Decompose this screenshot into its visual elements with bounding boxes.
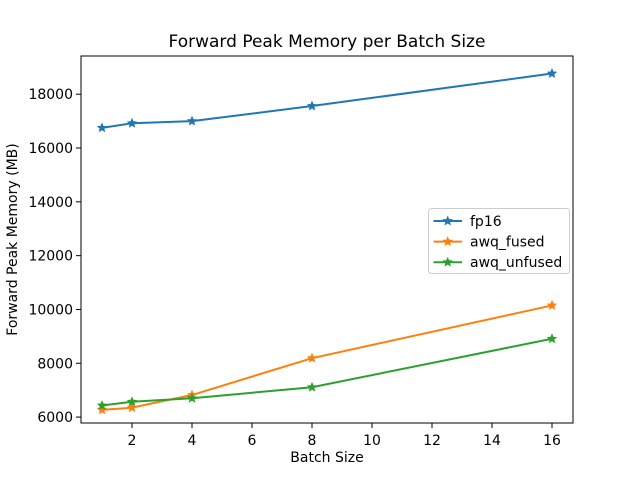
legend-marker xyxy=(442,256,453,267)
legend-marker xyxy=(442,236,453,247)
x-tick-label: 8 xyxy=(308,433,317,449)
x-tick-label: 6 xyxy=(248,433,257,449)
x-tick-label: 16 xyxy=(543,433,561,449)
y-tick-label: 10000 xyxy=(28,302,73,318)
data-point-fp16 xyxy=(306,100,318,111)
y-tick-label: 18000 xyxy=(28,87,73,103)
y-tick-label: 14000 xyxy=(28,195,73,211)
legend-marker xyxy=(442,215,453,226)
x-tick-label: 12 xyxy=(423,433,441,449)
data-point-fp16 xyxy=(126,117,138,128)
chart-title: Forward Peak Memory per Batch Size xyxy=(169,32,486,52)
legend-label-awq_fused: awq_fused xyxy=(470,235,545,251)
series-line-awq_unfused xyxy=(101,337,553,407)
data-point-awq_unfused xyxy=(546,333,558,344)
x-axis-label: Batch Size xyxy=(290,450,363,466)
y-axis-label: Forward Peak Memory (MB) xyxy=(5,143,21,335)
data-point-awq_unfused xyxy=(186,392,198,403)
legend-label-fp16: fp16 xyxy=(470,214,502,230)
data-point-awq_fused xyxy=(126,402,138,413)
x-tick-label: 10 xyxy=(363,433,381,449)
legend-box xyxy=(428,208,570,274)
x-tick-label: 14 xyxy=(483,433,501,449)
y-tick-label: 12000 xyxy=(28,249,73,265)
y-tick-label: 8000 xyxy=(37,356,73,372)
series-line-fp16 xyxy=(101,72,553,129)
data-point-awq_unfused xyxy=(306,381,318,392)
plot-area: 2 4 6 8 10 12 14 16 6000 8000 10000 12000 14000 16000… xyxy=(28,55,574,449)
data-point-fp16 xyxy=(546,67,558,78)
data-point-awq_fused xyxy=(96,404,108,415)
legend-label-awq_unfused: awq_unfused xyxy=(470,255,562,271)
x-tick-label: 2 xyxy=(128,433,137,449)
data-point-awq_fused xyxy=(306,352,318,363)
x-tick-label: 4 xyxy=(188,433,197,449)
series-line-awq_fused xyxy=(101,304,553,411)
data-point-fp16 xyxy=(96,122,108,133)
data-point-awq_fused xyxy=(546,299,558,310)
y-tick-label: 6000 xyxy=(37,410,73,426)
data-point-fp16 xyxy=(186,115,198,126)
data-point-awq_unfused xyxy=(126,396,138,407)
y-tick-label: 16000 xyxy=(28,141,73,157)
data-point-awq_unfused xyxy=(96,400,108,410)
axes-spines xyxy=(80,55,574,424)
